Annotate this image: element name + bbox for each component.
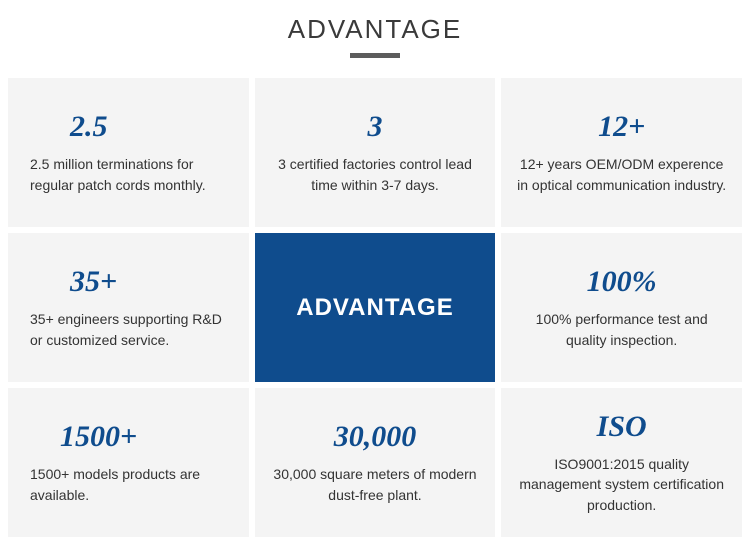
stat-desc: 2.5 million terminations for regular pat… (30, 154, 235, 195)
stat-value: 100% (587, 265, 657, 299)
stat-desc: 1500+ models products are available. (30, 464, 235, 505)
stat-value: 30,000 (334, 420, 417, 454)
advantage-cell-4: 35+ 35+ engineers supporting R&D or cust… (8, 233, 249, 382)
stat-desc: ISO9001:2015 quality management system c… (515, 454, 728, 515)
stat-desc: 30,000 square meters of modern dust-free… (269, 464, 482, 505)
stat-value: 35+ (70, 265, 117, 299)
stat-value: ISO (597, 410, 647, 444)
advantage-cell-9: ISO ISO9001:2015 quality management syst… (501, 388, 742, 537)
advantage-cell-center: ADVANTAGE (255, 233, 496, 382)
advantage-cell-6: 100% 100% performance test and quality i… (501, 233, 742, 382)
center-label: ADVANTAGE (296, 294, 453, 322)
advantage-cell-8: 30,000 30,000 square meters of modern du… (255, 388, 496, 537)
advantage-cell-2: 3 3 certified factories control lead tim… (255, 78, 496, 227)
stat-desc: 100% performance test and quality inspec… (515, 309, 728, 350)
stat-desc: 12+ years OEM/ODM experence in optical c… (515, 154, 728, 195)
stat-value: 2.5 (70, 110, 108, 144)
stat-desc: 35+ engineers supporting R&D or customiz… (30, 309, 235, 350)
advantage-grid: 2.5 2.5 million terminations for regular… (0, 70, 750, 545)
stat-value: 1500+ (60, 420, 137, 454)
header: ADVANTAGE (0, 0, 750, 70)
advantage-cell-3: 12+ 12+ years OEM/ODM experence in optic… (501, 78, 742, 227)
stat-value: 3 (367, 110, 382, 144)
title-underline (350, 53, 400, 58)
stat-value: 12+ (598, 110, 645, 144)
advantage-cell-1: 2.5 2.5 million terminations for regular… (8, 78, 249, 227)
page-title: ADVANTAGE (0, 14, 750, 45)
stat-desc: 3 certified factories control lead time … (269, 154, 482, 195)
advantage-cell-7: 1500+ 1500+ models products are availabl… (8, 388, 249, 537)
